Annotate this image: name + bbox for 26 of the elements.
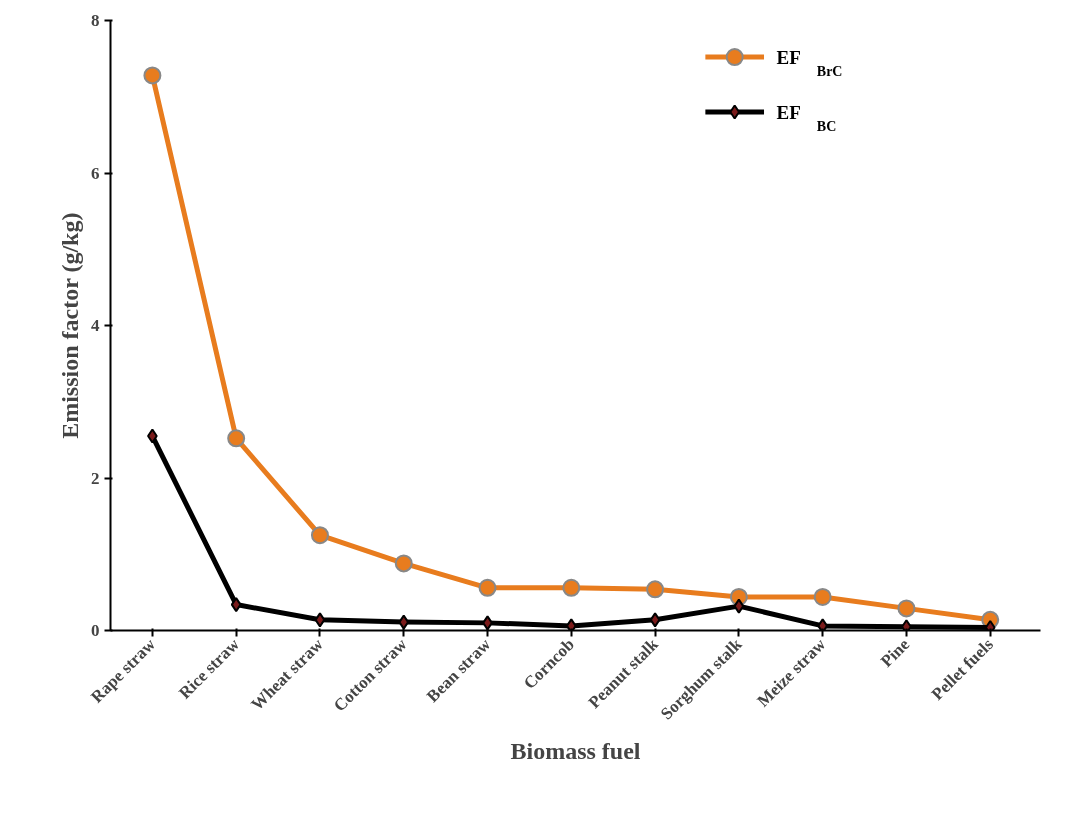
point (649, 612, 661, 628)
y-tick-label: 8 (91, 11, 100, 30)
point (394, 554, 413, 573)
point (478, 578, 497, 597)
x-axis-title: Biomass fuel (510, 738, 641, 765)
legend-label: EFBrC (776, 46, 843, 80)
y-tick-label: 4 (91, 316, 100, 335)
x-tick-label: Pine (877, 634, 914, 671)
point (646, 580, 665, 599)
point (813, 587, 832, 606)
point (230, 597, 242, 613)
y-tick-label: 6 (91, 163, 100, 183)
point (314, 612, 326, 628)
point (901, 619, 912, 631)
point (227, 429, 246, 448)
point (897, 599, 916, 618)
point (310, 526, 329, 545)
y-tick-label: 2 (91, 468, 100, 488)
legend-label: EFBC (776, 101, 837, 135)
y-tick-label: 0 (91, 621, 100, 640)
point (398, 614, 410, 630)
point (143, 66, 162, 85)
point (733, 598, 745, 614)
point (562, 578, 581, 597)
y-axis-title: Emission factor (g/kg) (57, 212, 83, 439)
point (817, 618, 828, 631)
